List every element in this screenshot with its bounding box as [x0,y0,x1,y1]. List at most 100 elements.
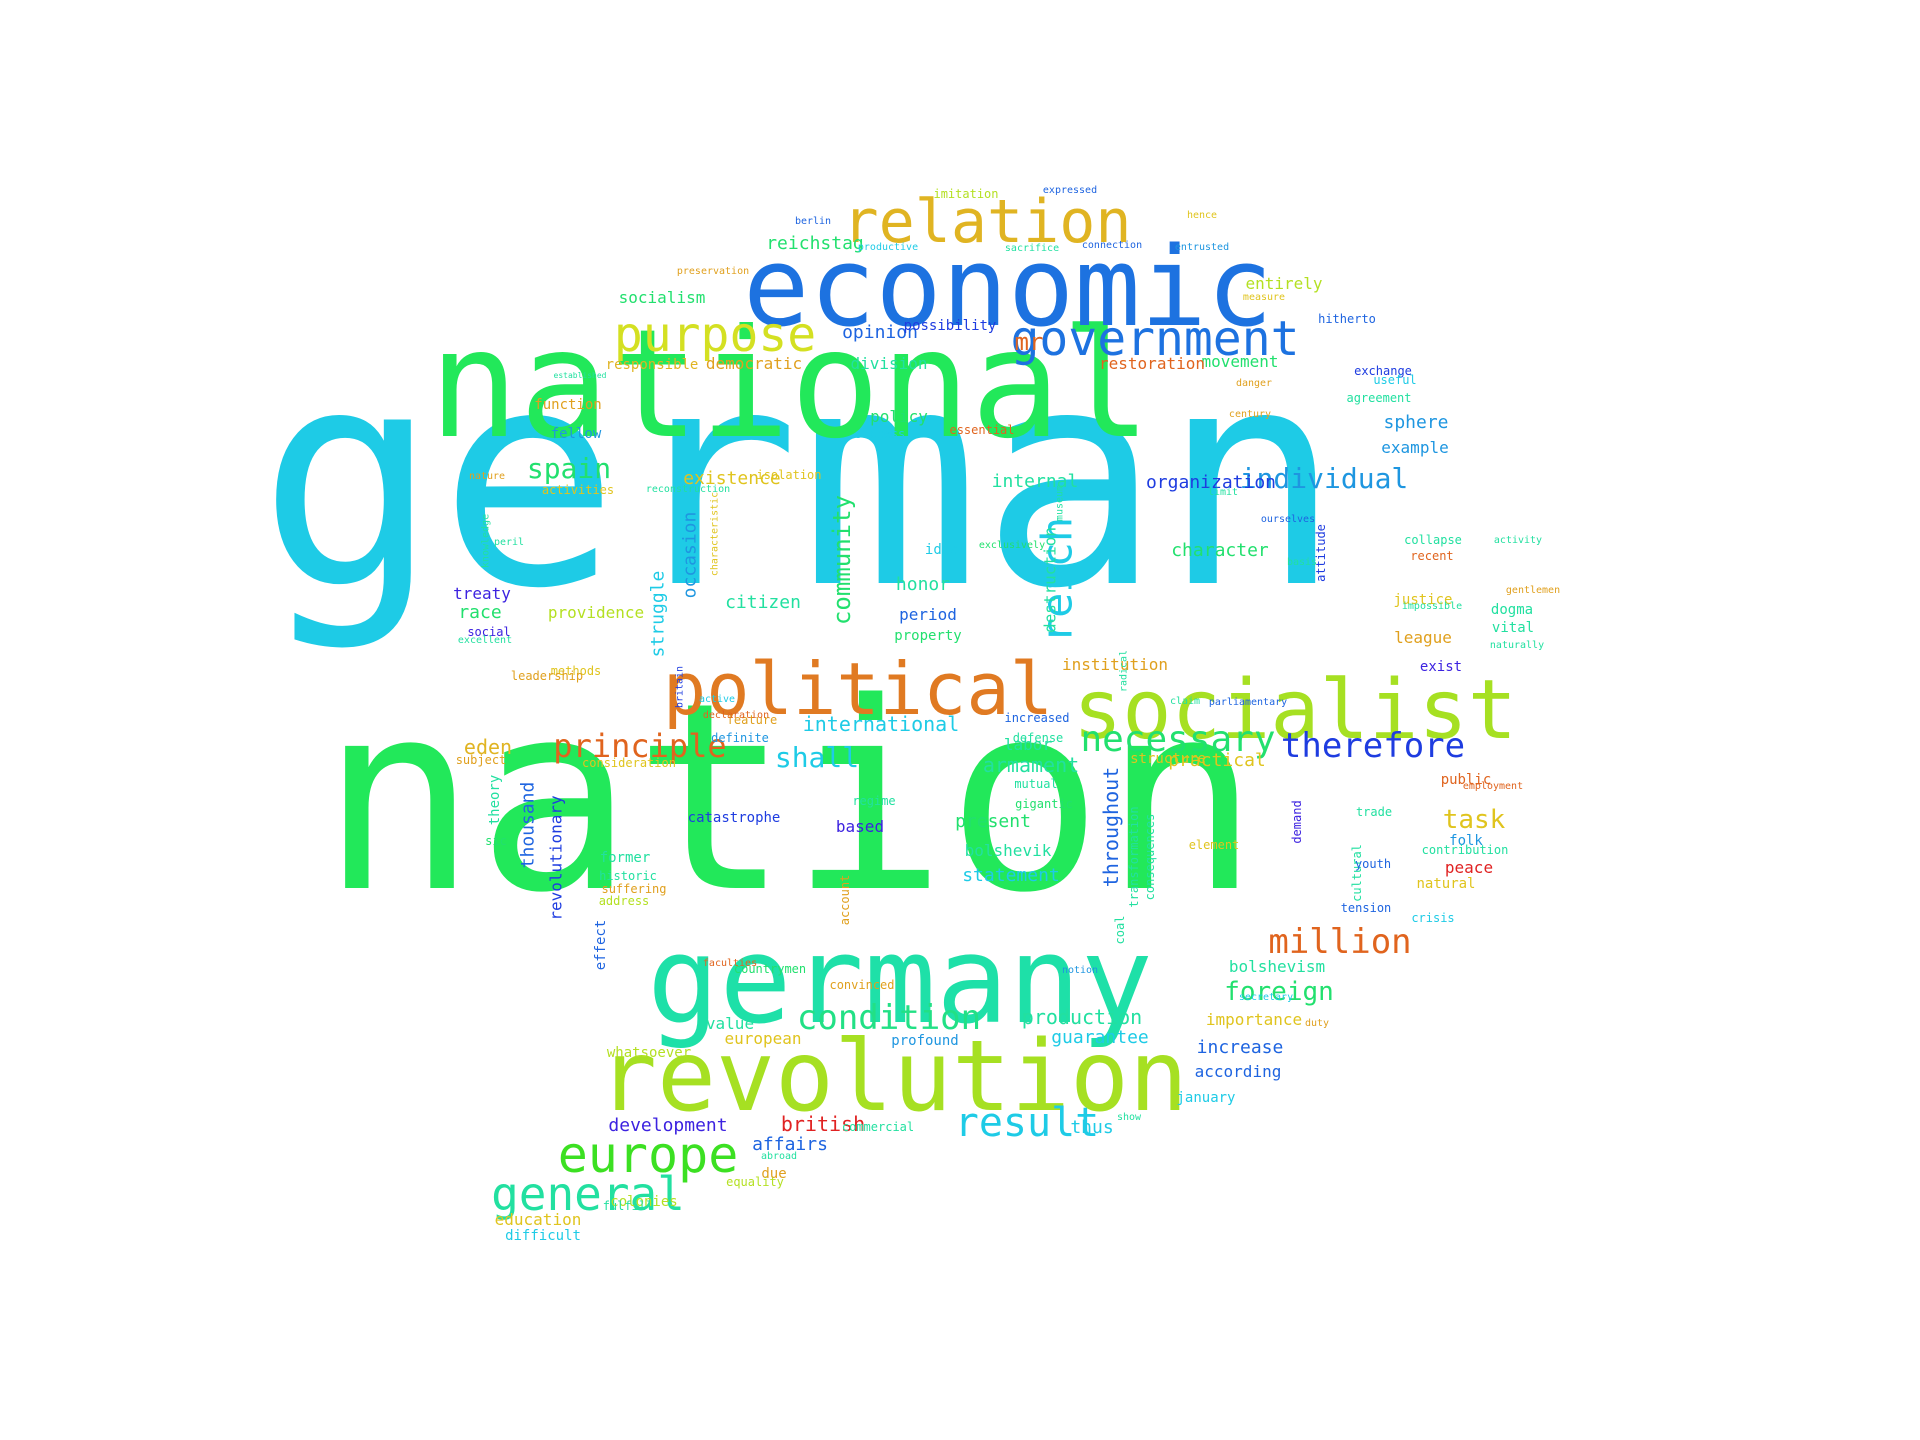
word: providence [548,603,644,622]
word: organization [1146,472,1276,493]
word: historic [599,869,657,883]
word: international [803,712,960,736]
word: thus [1070,1117,1113,1138]
word: cultural [1350,844,1364,902]
word: defense [1013,731,1064,745]
word: principle [553,727,726,765]
word: difficult [505,1228,581,1244]
word: eden [464,735,512,759]
word: possibility [904,318,997,334]
word: feature [727,713,778,727]
word: recent [1410,549,1453,563]
word: condition [797,998,981,1038]
word: million [1268,922,1411,962]
word: nature [469,471,505,482]
word: property [894,628,961,644]
word: gigantic [1015,797,1073,811]
word: occasion [680,512,701,599]
word: measure [1243,292,1285,303]
word: transformation [1127,806,1141,907]
word: claim [1170,696,1200,707]
word: movement [1201,352,1278,371]
word: spain [527,452,611,485]
word: nation [320,648,1259,950]
word: honor [896,574,950,595]
word: shall [775,741,859,774]
word: expressed [1043,185,1097,196]
word: activity [1494,535,1542,546]
word: methods [551,664,602,678]
word: therefore [1281,726,1465,766]
word: development [608,1115,727,1136]
word: individual [1240,462,1409,495]
word: statement [962,865,1060,886]
word: notion [1062,965,1098,976]
word: reichstag [766,233,864,254]
word: limit [1208,487,1238,498]
word: reconstruction [646,484,730,495]
word: ideal [925,542,967,558]
word: catastrophe [688,810,781,826]
word: restoration [1099,354,1205,373]
word: faculties [703,958,757,969]
word: profound [891,1033,958,1049]
word: duty [1305,1018,1329,1029]
word: result [955,1100,1100,1146]
word: revolutionary [547,795,566,921]
word: fulfill [603,1199,654,1213]
word: vital [1492,620,1534,636]
word: exclusively [979,540,1045,551]
word: affairs [752,1134,828,1155]
word: public [1441,772,1492,788]
word: institution [1062,655,1168,674]
word: imitation [933,187,998,201]
word: increased [1004,711,1069,725]
word: hitherto [1318,312,1376,326]
word: british [781,1112,865,1136]
word-cloud-words: germannationnationaleconomicgermanyrevol… [258,185,1560,1244]
word: essential [949,423,1014,437]
word: present [955,811,1031,832]
word: gentlemen [1506,585,1560,596]
word: mutual [1014,777,1057,791]
word: trade [1356,805,1392,819]
word: collapse [1404,533,1462,547]
word: opinion [842,322,918,343]
word: exchange [1354,364,1412,378]
word: increase [1197,1037,1284,1058]
word: fellow [551,426,602,442]
word: connection [1082,240,1142,251]
word: suffering [601,882,666,896]
word: parliamentary [1209,697,1287,708]
word: britain [675,666,686,708]
word: guarantee [1051,1027,1149,1048]
word: democratic [706,354,802,373]
word: mr [1015,328,1044,356]
word: government [1011,311,1300,367]
word: purpose [614,307,816,363]
word: hence [1187,210,1217,221]
word: existence [683,468,781,489]
word: function [534,397,601,413]
word: german [258,305,1342,654]
word: due [761,1166,786,1182]
word: address [599,894,650,908]
word: colonies [610,1194,677,1210]
word: useful [1373,373,1416,387]
word: productive [858,242,918,253]
word: preservation [677,266,749,277]
word: activities [542,483,614,497]
word: bolshevik [965,841,1052,860]
word: leadership [511,669,583,683]
word: isolation [756,468,821,482]
word: knowledge [481,514,492,568]
word: example [1381,438,1448,457]
word: structure [1130,751,1206,767]
word: relation [843,187,1132,257]
word: social [467,625,510,639]
word: entirely [1245,274,1322,293]
word: europe [558,1126,739,1184]
word: importance [1206,1010,1302,1029]
word: political [663,647,1053,731]
